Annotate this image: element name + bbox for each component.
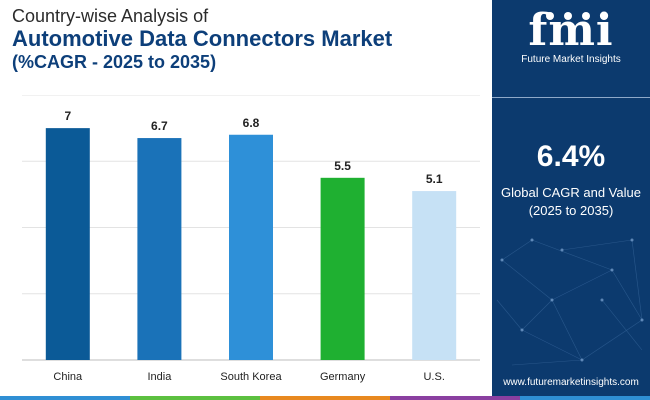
logo-dot-icon — [582, 12, 590, 20]
color-bar-segment — [130, 396, 260, 400]
logo-dot-icon — [546, 12, 554, 20]
color-bar-segment — [520, 396, 650, 400]
network-pattern — [496, 238, 644, 366]
global-cagr-label-line-2: (2025 to 2035) — [528, 203, 614, 218]
title-line-1: Country-wise Analysis of — [12, 6, 209, 26]
title-line-3: (%CAGR - 2025 to 2035) — [12, 52, 217, 72]
global-cagr-label: Global CAGR and Value (2025 to 2035) — [492, 184, 650, 220]
bar-value-label: 5.1 — [426, 172, 443, 186]
x-tick-label: South Korea — [220, 371, 282, 383]
bar-value-label: 6.8 — [243, 116, 260, 130]
logo-subtitle: Future Market Insights — [521, 54, 621, 65]
chart-canvas: 7 China 6.7 India 6.8 South Korea 5.5 Germany 5.… — [22, 95, 480, 383]
logo-dot-icon — [564, 12, 572, 20]
bar-south-korea — [229, 134, 273, 360]
color-bar-segment — [390, 396, 520, 400]
x-tick-label: U.S. — [423, 371, 444, 383]
x-tick-label: India — [147, 371, 172, 383]
fmi-logo: fmi Future Market Insights — [506, 6, 636, 66]
chart-title: Country-wise Analysis of Automotive Data… — [12, 6, 482, 73]
bar-value-label: 5.5 — [334, 159, 351, 173]
bar-germany — [320, 177, 365, 360]
bar-china — [45, 128, 90, 360]
title-line-2: Automotive Data Connectors Market — [12, 26, 393, 51]
bar-value-label: 6.7 — [151, 119, 168, 133]
bar-chart: 7 China 6.7 India 6.8 South Korea 5.5 Germany 5.… — [0, 95, 485, 390]
color-bar-segment — [260, 396, 390, 400]
side-panel: fmi Future Market Insights 6.4% Global C… — [492, 0, 650, 400]
x-tick-label: Germany — [320, 371, 366, 383]
logo-icons — [546, 12, 608, 20]
color-bar-segment — [0, 396, 130, 400]
divider — [492, 97, 650, 98]
logo-dot-icon — [600, 12, 608, 20]
x-tick-label: China — [53, 371, 83, 383]
global-cagr-value: 6.4% — [536, 140, 606, 173]
website-url: www.futuremarketinsights.com — [503, 377, 639, 388]
global-cagr-label-line-1: Global CAGR and Value — [501, 185, 641, 200]
bar-u-s — [412, 191, 457, 360]
bar-value-label: 7 — [64, 109, 71, 123]
bar-india — [137, 138, 182, 360]
bottom-color-bar — [0, 396, 650, 400]
